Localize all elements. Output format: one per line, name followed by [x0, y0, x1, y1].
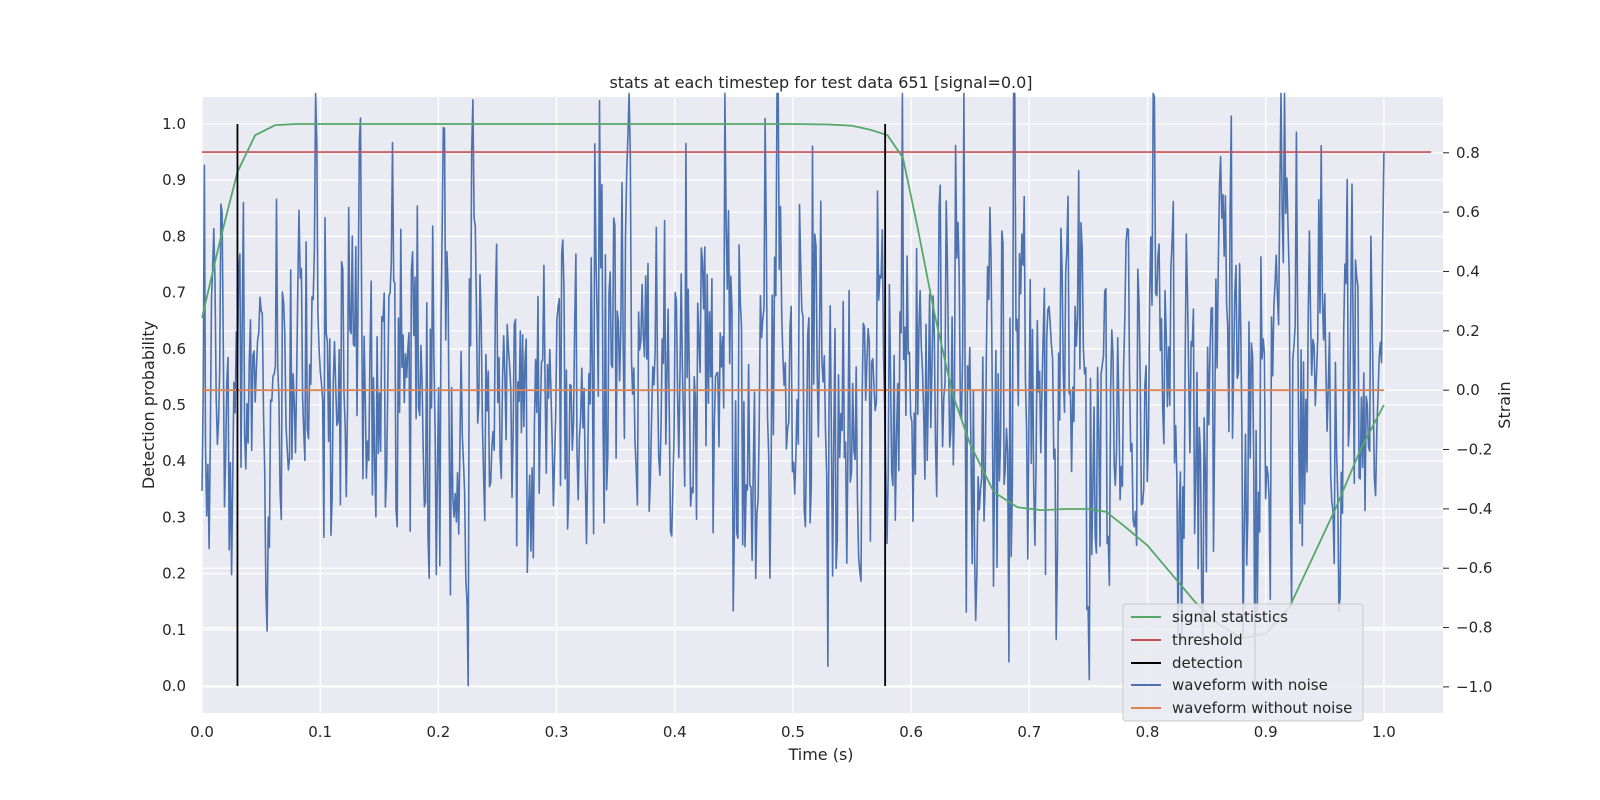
x-tick-label: 0.2 — [426, 723, 450, 741]
y-axis-label-right: Strain — [1495, 381, 1514, 428]
x-tick-label: 0.6 — [899, 723, 923, 741]
legend-label-waveform-with-noise: waveform with noise — [1172, 676, 1328, 694]
y-tick-label-right: −0.6 — [1456, 559, 1492, 577]
legend-label-detection: detection — [1172, 654, 1243, 672]
x-tick-label: 1.0 — [1372, 723, 1396, 741]
right-tick-labels: −1.0 −0.8 −0.6 −0.4 −0.2 0.0 0.2 0.4 0.6 0.8 — [1443, 144, 1492, 696]
y-tick-label-right: 0.2 — [1456, 322, 1480, 340]
x-axis-label: Time (s) — [787, 745, 853, 764]
y-tick-label-left: 0.1 — [162, 621, 186, 639]
legend-box — [1122, 603, 1364, 722]
y-tick-label-right: 0.0 — [1456, 381, 1480, 399]
y-tick-label-left: 0.5 — [162, 396, 186, 414]
y-tick-label-left: 0.3 — [162, 508, 186, 526]
y-tick-label-right: −0.8 — [1456, 619, 1492, 637]
x-tick-label: 0.4 — [663, 723, 687, 741]
chart-title: stats at each timestep for test data 651… — [609, 73, 1032, 92]
x-tick-label: 0.0 — [190, 723, 214, 741]
left-tick-labels: 0.0 0.1 0.2 0.3 0.4 0.5 0.6 0.7 0.8 0.9 1.0 — [162, 115, 186, 695]
y-tick-label-right: 0.8 — [1456, 144, 1480, 162]
x-tick-label: 0.7 — [1017, 723, 1041, 741]
legend-label-signal-statistics: signal statistics — [1172, 608, 1288, 626]
y-tick-label-right: −1.0 — [1456, 678, 1492, 696]
y-tick-label-left: 0.0 — [162, 677, 186, 695]
legend-label-threshold: threshold — [1172, 631, 1243, 649]
x-tick-label: 0.1 — [308, 723, 332, 741]
y-tick-label-left: 0.7 — [162, 284, 186, 302]
y-tick-label-right: −0.2 — [1456, 441, 1492, 459]
series-waveform-with-noise — [201, 92, 1385, 688]
y-tick-label-right: 0.4 — [1456, 262, 1480, 280]
y-tick-label-right: 0.6 — [1456, 203, 1480, 221]
x-tick-label: 0.9 — [1254, 723, 1278, 741]
y-axis-label-left: Detection probability — [139, 321, 158, 489]
x-tick-labels: 0.0 0.1 0.2 0.3 0.4 0.5 0.6 0.7 0.8 0.9 1.0 — [190, 723, 1396, 741]
legend-label-waveform-without-noise: waveform without noise — [1172, 699, 1352, 717]
y-tick-label-left: 0.9 — [162, 171, 186, 189]
x-tick-label: 0.8 — [1136, 723, 1160, 741]
legend: signal statistics threshold detection wa… — [1122, 603, 1364, 722]
y-tick-label-left: 0.2 — [162, 565, 186, 583]
y-tick-label-right: −0.4 — [1456, 500, 1492, 518]
y-tick-label-left: 1.0 — [162, 115, 186, 133]
y-tick-label-left: 0.4 — [162, 452, 186, 470]
series-layer — [201, 92, 1432, 688]
y-tick-label-left: 0.8 — [162, 227, 186, 245]
x-tick-label: 0.3 — [545, 723, 569, 741]
y-tick-label-left: 0.6 — [162, 340, 186, 358]
x-tick-label: 0.5 — [781, 723, 805, 741]
